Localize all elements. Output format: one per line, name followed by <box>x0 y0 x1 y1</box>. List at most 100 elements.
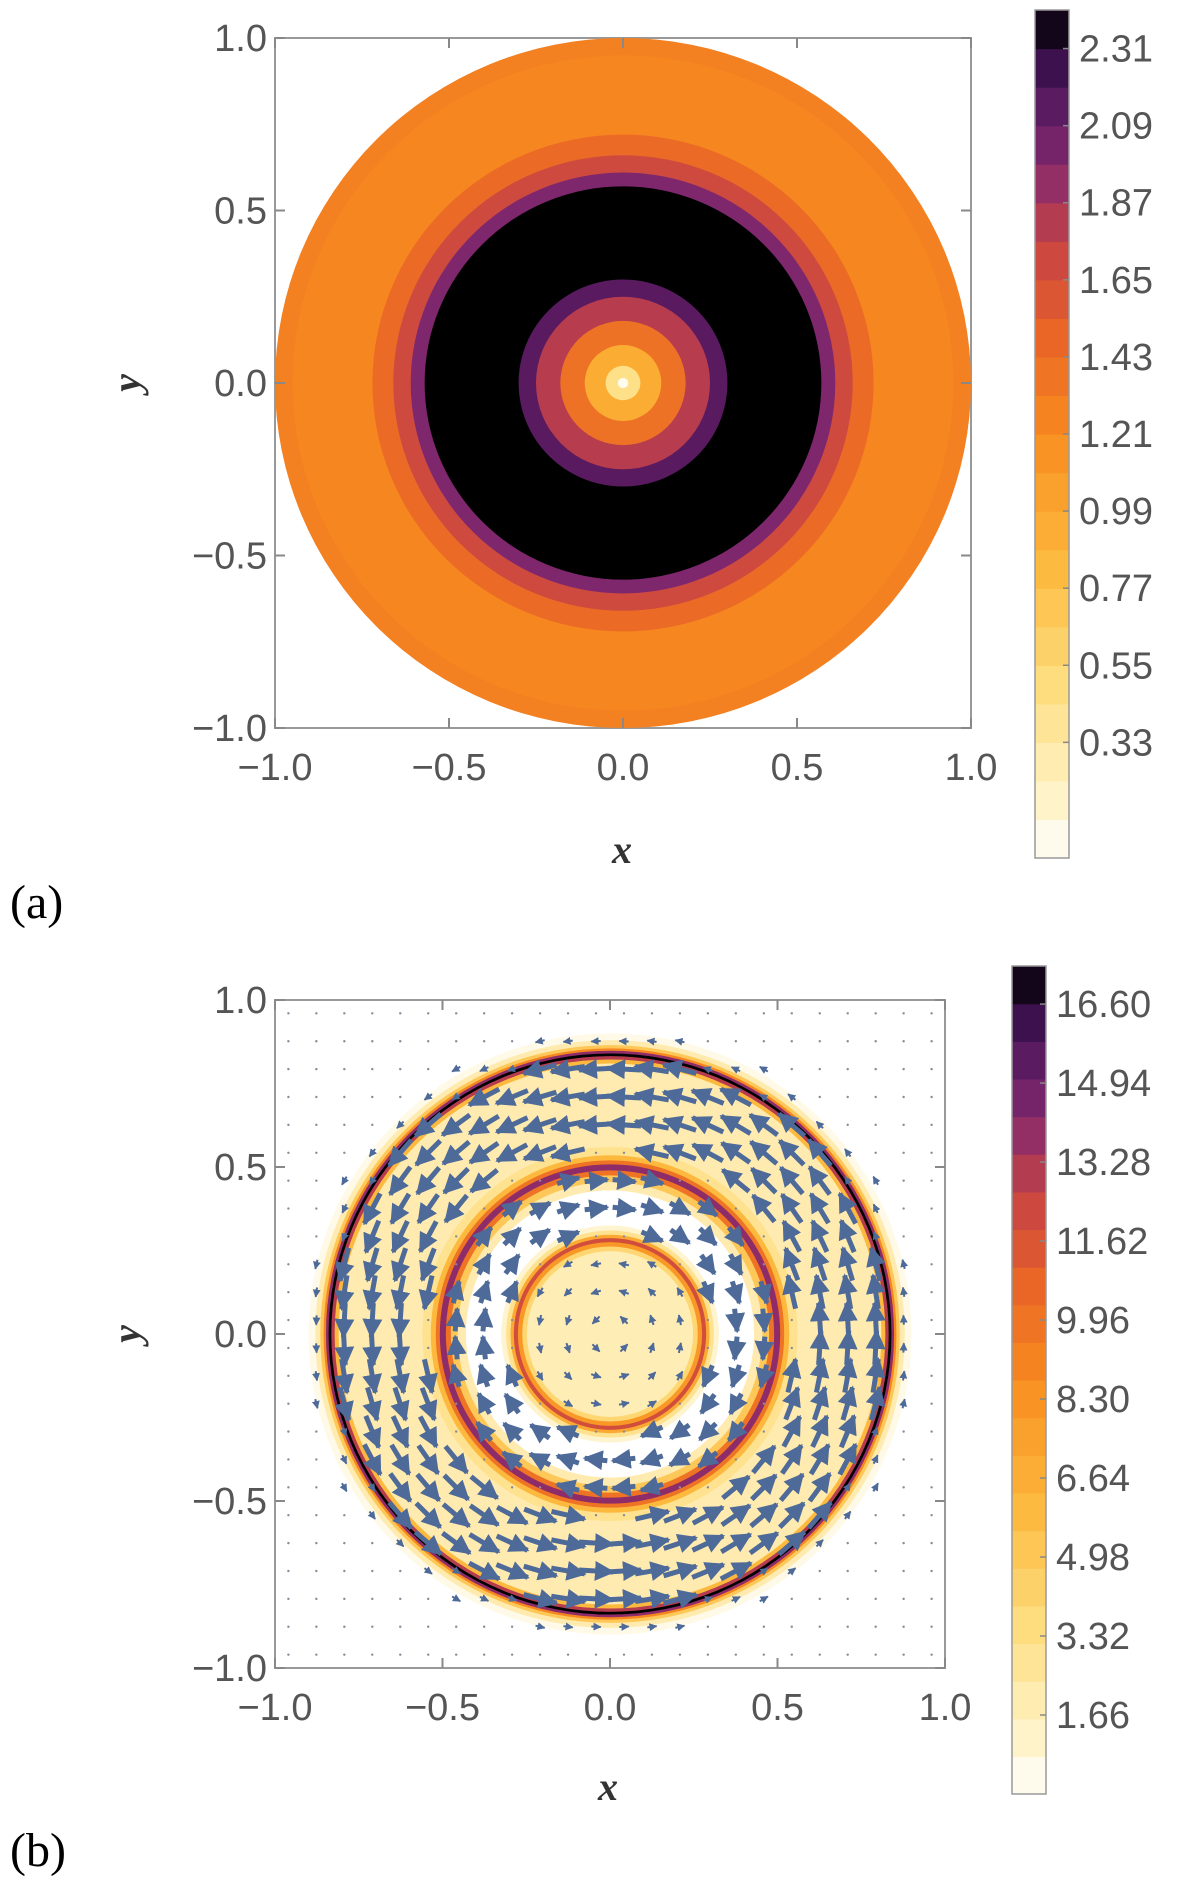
vector-arrow <box>448 1362 468 1388</box>
vector-arrow <box>479 1064 489 1073</box>
vector-arrow <box>563 1622 574 1631</box>
vector-dot <box>343 1123 346 1127</box>
vector-dot <box>930 1486 933 1489</box>
vector-dot <box>315 1235 318 1238</box>
vector-dot <box>287 1040 290 1043</box>
panel-label-b: (b) <box>10 1824 66 1877</box>
y-tick-label: 1.0 <box>214 980 267 1022</box>
colorbar-segment <box>1012 1041 1046 1080</box>
vector-arrow <box>721 1167 751 1194</box>
vector-dot <box>454 1430 458 1433</box>
colorbar-segment <box>1035 742 1069 782</box>
vector-arrow <box>842 1482 852 1492</box>
vector-dot <box>902 1597 905 1601</box>
vector-arrow <box>555 1479 580 1499</box>
vector-arrow <box>634 1589 671 1609</box>
x-tick-label: 1.0 <box>945 747 998 789</box>
vector-arrow <box>723 1225 745 1247</box>
vector-dot <box>902 1486 905 1489</box>
vector-arrow <box>777 1138 806 1167</box>
vector-arrow <box>556 1229 581 1249</box>
vector-arrow <box>590 1287 602 1296</box>
vector-dot <box>818 1067 821 1071</box>
vector-arrow <box>387 1138 414 1168</box>
colorbar-segment <box>1035 780 1069 821</box>
vector-dot <box>427 1597 430 1601</box>
density-ring <box>526 1251 694 1417</box>
vector-arrow <box>396 1120 405 1129</box>
vector-dot <box>594 1012 598 1015</box>
vector-dot <box>287 1625 290 1628</box>
colorbar-segment <box>1035 356 1069 397</box>
vector-dot <box>874 1151 877 1154</box>
vector-dot <box>930 1458 933 1461</box>
vector-arrow <box>472 1225 494 1248</box>
vector-arrow <box>534 1036 545 1045</box>
vector-dot <box>762 1653 766 1656</box>
vector-dot <box>902 1625 905 1628</box>
vector-arrow <box>720 1503 752 1527</box>
vector-arrow <box>662 1533 698 1553</box>
vector-arrow <box>495 1142 529 1164</box>
vector-dot <box>902 1012 905 1015</box>
colorbar-segment <box>1035 395 1069 435</box>
vector-arrow <box>899 1370 908 1381</box>
vector-dot <box>790 1597 793 1601</box>
vector-dot <box>818 1653 821 1656</box>
vector-dot <box>818 1040 821 1043</box>
vector-arrow <box>815 1539 824 1548</box>
vector-dot <box>315 1207 318 1210</box>
vector-arrow <box>467 1113 501 1136</box>
vector-arrow <box>451 1594 461 1603</box>
vector-arrow <box>476 1363 496 1388</box>
vector-arrow <box>476 1391 497 1415</box>
vector-dot <box>454 1263 458 1266</box>
vector-arrow <box>618 1372 630 1381</box>
vector-arrow <box>728 1392 748 1416</box>
vector-dot <box>287 1374 290 1378</box>
vector-arrow <box>416 1444 440 1476</box>
vector-arrow <box>759 1567 769 1576</box>
vector-arrow <box>759 1595 769 1604</box>
vector-arrow <box>806 1500 833 1530</box>
vector-arrow <box>676 1287 685 1298</box>
vector-dot <box>427 1625 430 1628</box>
vector-arrow <box>696 1224 718 1247</box>
vector-dot <box>902 1151 905 1154</box>
vector-arrow <box>390 1219 410 1254</box>
vector-arrow <box>563 1287 573 1297</box>
vector-arrow <box>467 1086 501 1108</box>
vector-dot <box>930 1402 933 1405</box>
vector-arrow <box>721 1474 751 1501</box>
colorbar-segment <box>1012 1267 1046 1306</box>
vector-arrow <box>414 1138 443 1167</box>
vector-arrow <box>313 1259 321 1270</box>
vector-dot <box>846 1597 849 1601</box>
vector-arrow <box>563 1399 574 1408</box>
vector-dot <box>315 1458 318 1461</box>
vector-arrow <box>662 1143 697 1163</box>
vector-arrow <box>634 1561 671 1582</box>
vector-arrow <box>674 1037 685 1046</box>
vector-arrow <box>618 1400 630 1409</box>
vector-dot <box>902 1095 905 1099</box>
vector-arrow <box>419 1247 438 1283</box>
vector-arrow <box>838 1414 857 1449</box>
vector-dot <box>930 1541 933 1545</box>
vector-dot <box>902 1430 905 1433</box>
vector-arrow <box>442 1166 470 1195</box>
vector-dot <box>874 1514 877 1517</box>
vector-dot <box>399 1569 402 1573</box>
vector-dot <box>902 1207 905 1210</box>
vector-arrow <box>341 1231 349 1242</box>
vector-arrow <box>838 1218 858 1254</box>
vector-arrow <box>367 1510 376 1520</box>
vector-arrow <box>647 1342 656 1354</box>
vector-dot <box>343 1012 346 1015</box>
vector-dot <box>315 1095 318 1099</box>
vector-dot <box>930 1318 933 1322</box>
vector-dot <box>734 1458 738 1461</box>
vector-dot <box>510 1012 514 1015</box>
vector-arrow <box>787 1567 797 1576</box>
vector-arrow <box>536 1314 545 1326</box>
